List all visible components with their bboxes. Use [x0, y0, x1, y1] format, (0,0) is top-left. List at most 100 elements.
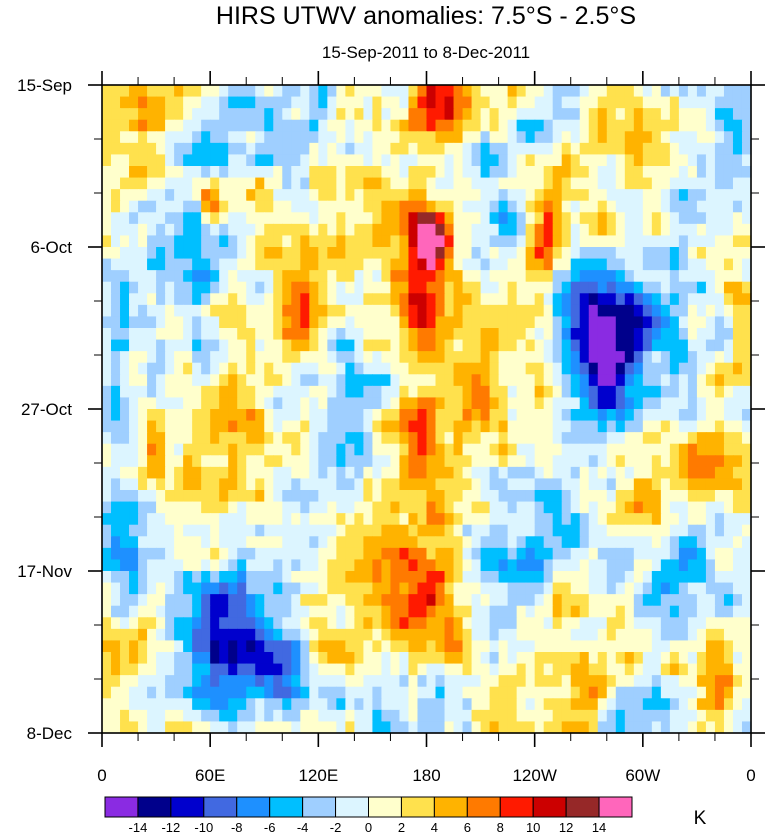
field-cell: [705, 166, 716, 179]
field-cell: [696, 640, 707, 653]
field-cell: [696, 605, 707, 618]
field-cell: [633, 328, 644, 341]
field-cell: [507, 617, 518, 630]
field-cell: [525, 119, 536, 132]
field-cell: [255, 119, 265, 132]
field-cell: [453, 108, 464, 121]
field-cell: [633, 258, 644, 271]
field-cell: [633, 663, 644, 676]
field-cell: [552, 628, 563, 642]
field-cell: [642, 316, 653, 329]
field-cell: [489, 223, 500, 237]
field-cell: [246, 686, 256, 699]
field-cell: [183, 189, 193, 202]
field-cell: [534, 304, 545, 318]
field-cell: [435, 709, 446, 723]
field-cell: [534, 223, 545, 237]
field-cell: [651, 189, 662, 202]
field-cell: [192, 304, 202, 318]
field-cell: [102, 85, 112, 98]
field-cell: [489, 119, 500, 132]
field-cell: [246, 617, 256, 630]
field-cell: [228, 721, 238, 734]
field-cell: [741, 478, 752, 491]
field-cell: [534, 397, 545, 410]
field-cell: [309, 605, 319, 618]
field-cell: [669, 189, 680, 202]
field-cell: [462, 142, 473, 156]
field-cell: [462, 559, 473, 572]
field-cell: [687, 281, 698, 294]
field-cell: [336, 594, 346, 607]
field-cell: [399, 652, 410, 665]
field-cell: [111, 96, 121, 109]
field-cell: [327, 490, 337, 503]
field-cell: [462, 189, 473, 202]
field-cell: [732, 247, 743, 260]
field-cell: [417, 432, 428, 445]
field-cell: [498, 466, 509, 480]
field-cell: [669, 663, 680, 676]
field-cell: [741, 547, 752, 561]
field-cell: [678, 432, 689, 445]
field-cell: [606, 235, 617, 248]
field-cell: [534, 663, 545, 676]
field-cell: [669, 235, 680, 248]
field-cell: [390, 154, 401, 167]
field-cell: [390, 652, 401, 665]
field-cell: [237, 96, 247, 109]
field-cell: [201, 200, 211, 213]
field-cell: [381, 258, 392, 271]
field-cell: [480, 131, 491, 144]
field-cell: [426, 339, 437, 352]
field-cell: [471, 547, 482, 561]
field-cell: [705, 628, 716, 642]
field-cell: [111, 466, 121, 480]
field-cell: [669, 281, 680, 294]
field-cell: [372, 270, 383, 283]
field-cell: [183, 501, 193, 514]
field-cell: [570, 571, 581, 584]
chart-subtitle: 15-Sep-2011 to 8-Dec-2011: [322, 43, 530, 62]
field-cell: [327, 640, 337, 653]
field-cell: [255, 316, 265, 329]
field-cell: [399, 108, 410, 121]
field-cell: [120, 547, 130, 561]
field-cell: [624, 385, 635, 399]
field-cell: [543, 409, 554, 422]
field-cell: [678, 686, 689, 699]
field-cell: [480, 605, 491, 618]
field-cell: [462, 443, 473, 456]
field-cell: [192, 605, 202, 618]
field-cell: [615, 513, 626, 526]
field-cell: [543, 652, 554, 665]
field-cell: [156, 536, 166, 549]
field-cell: [390, 131, 401, 144]
field-cell: [102, 293, 112, 306]
field-cell: [606, 559, 617, 572]
field-cell: [507, 698, 518, 711]
field-cell: [516, 571, 527, 584]
field-cell: [444, 235, 455, 248]
field-cell: [696, 547, 707, 561]
field-cell: [678, 212, 689, 225]
field-cell: [516, 235, 527, 248]
field-cell: [201, 409, 211, 422]
field-cell: [165, 571, 175, 584]
field-cell: [543, 189, 554, 202]
field-cell: [453, 200, 464, 213]
field-cell: [642, 119, 653, 132]
field-cell: [210, 582, 220, 595]
field-cell: [309, 547, 319, 561]
field-cell: [318, 293, 328, 306]
field-cell: [192, 154, 202, 167]
field-cell: [318, 455, 328, 468]
field-cell: [318, 223, 328, 237]
field-cell: [345, 200, 355, 213]
field-cell: [624, 455, 635, 468]
field-cell: [399, 154, 410, 167]
field-cell: [435, 663, 446, 676]
field-cell: [390, 177, 401, 190]
field-cell: [363, 108, 374, 121]
field-cell: [408, 663, 419, 676]
